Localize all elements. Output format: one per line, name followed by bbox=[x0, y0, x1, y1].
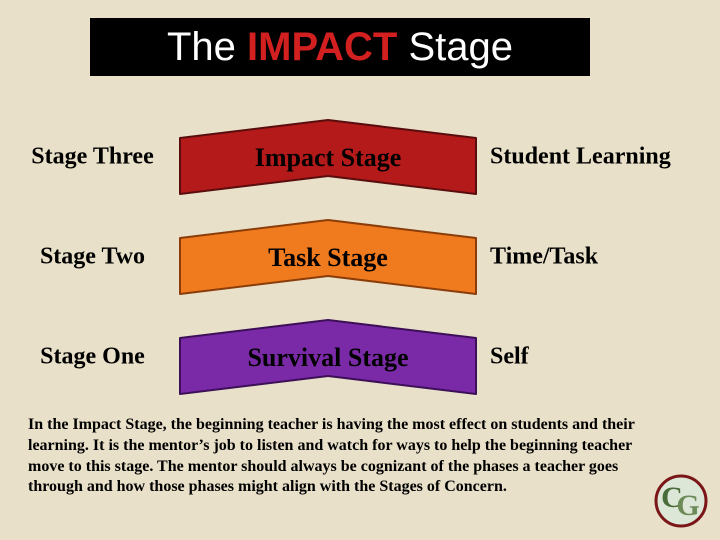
chevron: Survival Stage bbox=[178, 318, 478, 396]
stage-right-label: Student Learning bbox=[490, 144, 705, 171]
title-pre: The bbox=[167, 25, 247, 69]
stage-left-label: Stage Three bbox=[10, 144, 175, 171]
stage-row: Stage TwoTask Stage Time/Task bbox=[0, 218, 720, 296]
stage-row: Stage ThreeImpact Stage Student Learning bbox=[0, 118, 720, 196]
body-text: In the Impact Stage, the beginning teach… bbox=[28, 415, 648, 498]
stage-left-label: Stage Two bbox=[10, 244, 175, 271]
chevron: Impact Stage bbox=[178, 118, 478, 196]
stage-right-label: Self bbox=[490, 344, 705, 371]
svg-text:G: G bbox=[676, 489, 699, 522]
title-emph: IMPACT bbox=[247, 25, 397, 69]
title-box: The IMPACT Stage bbox=[90, 18, 590, 76]
chevron: Task Stage bbox=[178, 218, 478, 296]
stage-right-label: Time/Task bbox=[490, 244, 705, 271]
logo-cg: C G bbox=[654, 474, 708, 528]
slide: The IMPACT Stage Stage ThreeImpact Stage… bbox=[0, 0, 720, 540]
stage-left-label: Stage One bbox=[10, 344, 175, 371]
title-post: Stage bbox=[397, 25, 513, 69]
stage-row: Stage OneSurvival Stage Self bbox=[0, 318, 720, 396]
